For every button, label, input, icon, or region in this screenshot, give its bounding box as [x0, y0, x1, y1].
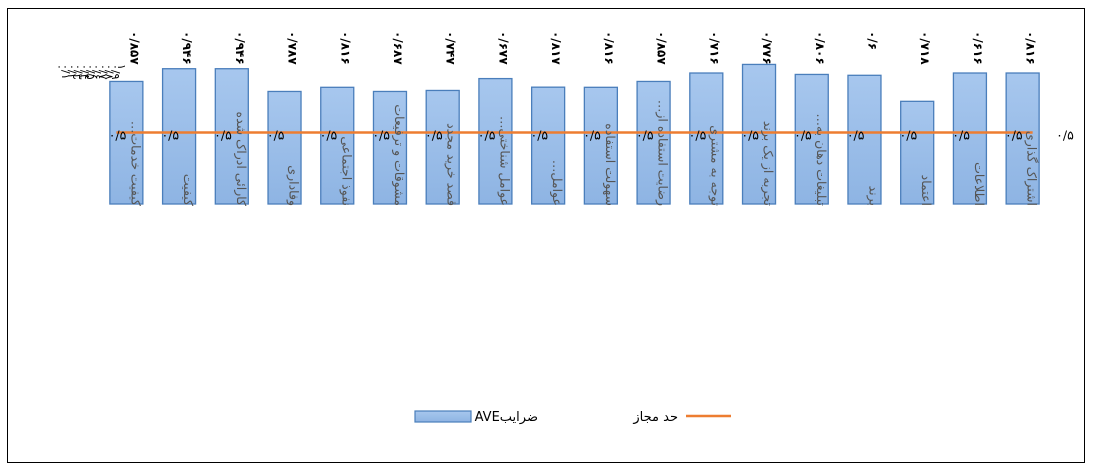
bar [478, 77, 513, 205]
y-tick-label: ۰ [53, 64, 66, 70]
y-tick-label: ۰/۵ [84, 64, 97, 80]
y-tick-label: ۰/۷ [96, 64, 109, 80]
category-label: توجه به مشتری [707, 125, 723, 206]
legend-bar-swatch [414, 410, 472, 423]
category-label: تبلیغات دهان به… [814, 113, 829, 206]
reference-line-label: ۰/۵ [741, 128, 759, 143]
bar-data-label: ۰/۸۵۷ [655, 31, 669, 65]
reference-line-end-label: ۰/۵ [1056, 128, 1074, 143]
chart-frame: ۰ ۰/۱ ۰/۲ ۰/۳ ۰/۴ ۰/۵ ۰/۶ ۰/۷ ۰/۸ ۰/۹ ۱ ۰/۸۵۷ ۰/۹۴۶… [7, 8, 1085, 463]
reference-line-label: ۰/۵ [583, 128, 601, 143]
bar-data-label: ۰/۷۸۷ [286, 31, 300, 65]
y-tick-label: ۱ [115, 64, 128, 70]
category-label: کیفیت خدمات… [128, 121, 143, 207]
bar-data-label: ۰/۹۴۶ [233, 31, 247, 65]
reference-line-label: ۰/۵ [478, 128, 496, 143]
bar [425, 89, 460, 205]
bar-data-label: ۰/۸۰۶ [813, 31, 827, 65]
bar-data-label: ۰/۷۱۸ [918, 31, 932, 65]
category-label: مشوقات و ترفیعات [391, 104, 407, 206]
category-axis: کیفیت خدمات… کیفیت کارائی ادراک شده وفاداری… [128, 100, 1039, 207]
reference-line-label: ۰/۵ [530, 128, 548, 143]
bar [689, 72, 724, 205]
bar [214, 68, 249, 205]
bar [1005, 72, 1040, 205]
bar-data-label: ۰/۷۴۷ [444, 31, 458, 65]
reference-line-series: ۰/۵ ۰/۵ ۰/۵ ۰/۵ ۰/۵ ۰/۵ ۰/۵ ۰/۵ ۰/۵ ۰/۵ ۰/۵ ۰/۵ ۰/۵ ۰… [109, 128, 1074, 143]
y-tick-label: ۰/۶ [90, 64, 103, 80]
y-tick-label: ۰/۳ [72, 64, 85, 80]
category-label: اعتماد [919, 175, 934, 206]
bar-data-label: ۰/۸۱۶ [338, 31, 352, 65]
bar [583, 86, 619, 205]
legend: حد مجاز AVEضرایب [414, 410, 731, 425]
category-label: عوامل شناختی… [496, 116, 512, 206]
reference-line-label: ۰/۵ [372, 128, 390, 143]
bar [794, 73, 829, 205]
bar-data-label: ۰/۶۷۷ [496, 31, 510, 65]
bar-data-label: ۰/۷۱۶ [707, 31, 721, 65]
bar-series: ۰/۸۵۷ ۰/۹۴۶ ۰/۹۴۶ ۰/۷۸۷ ۰/۸۱۶ ۰/۶۸۷ ۰/۷۴۷ ۰/۶۷۷… [109, 31, 1040, 205]
bar-data-label: ۰/۸۱۶ [602, 31, 616, 65]
category-label: قصد خرید مجدد [444, 123, 460, 206]
reference-line-label: ۰/۵ [794, 128, 812, 143]
category-label: عوامل… [549, 160, 565, 206]
y-tick-label: ۰/۸ [103, 64, 116, 80]
reference-line-label: ۰/۵ [847, 128, 865, 143]
reference-line-label: ۰/۵ [109, 128, 127, 143]
category-label: اطلاعات [972, 162, 987, 206]
bar [530, 86, 566, 205]
legend-line-label: حد مجاز [632, 410, 678, 425]
bar [741, 63, 777, 205]
reference-line-label: ۰/۵ [900, 128, 918, 143]
bar [952, 72, 988, 205]
reference-line-label: ۰/۵ [214, 128, 232, 143]
category-label: کیفیت [181, 174, 196, 207]
reference-line-label: ۰/۵ [636, 128, 654, 143]
category-label: تجربه از یک برند [760, 121, 776, 207]
reference-line-label: ۰/۵ [161, 128, 179, 143]
category-label: سهولت استفاده [602, 123, 618, 206]
y-axis: ۰۰/۱۰/۲۰/۳۰/۴۰/۵۰/۶۰/۷۰/۸۰/۹۱ [53, 64, 128, 80]
category-label: کارائی ادراک شده [233, 112, 249, 207]
bar [372, 90, 408, 205]
bar-data-label: ۰/۹۴۶ [180, 31, 194, 65]
category-label: اشتراک گذاری [1024, 131, 1040, 206]
bar-data-label: ۰/۶۱۶ [971, 31, 985, 65]
reference-line-label: ۰/۵ [1005, 128, 1023, 143]
reference-line-label: ۰/۵ [689, 128, 707, 143]
category-label: برند [865, 186, 881, 206]
bar-data-label: ۰/۷۷۶ [760, 31, 774, 65]
y-tick-label: ۰/۴ [78, 64, 91, 80]
bar [320, 86, 355, 205]
bar [900, 100, 935, 205]
reference-line-label: ۰/۵ [267, 128, 285, 143]
bar-data-label: ۰/۸۱۷ [549, 31, 563, 65]
y-tick-label: ۰/۹ [109, 64, 122, 80]
bar [161, 68, 197, 205]
category-label: وفاداری [286, 165, 302, 206]
bar-data-label: ۰/۶۸۷ [391, 31, 405, 65]
category-label: نفوذ اجتماعی [338, 136, 354, 206]
y-tick-label: ۰/۲ [65, 64, 78, 80]
bar [109, 80, 144, 205]
bar [636, 80, 671, 205]
bar-data-label: ۰/۶ [865, 31, 879, 50]
reference-line-label: ۰/۵ [425, 128, 443, 143]
category-label: رضایت استفاده از… [655, 100, 671, 206]
chart-svg: ۰۰/۱۰/۲۰/۳۰/۴۰/۵۰/۶۰/۷۰/۸۰/۹۱ ۰/۸۵۷ ۰/۹۴۶… [53, 31, 1074, 425]
reference-line-label: ۰/۵ [320, 128, 338, 143]
bar [267, 90, 302, 205]
bar-data-label: ۰/۸۵۷ [127, 31, 141, 65]
reference-line-label: ۰/۵ [952, 128, 970, 143]
legend-bar-label: AVEضرایب [475, 410, 538, 425]
y-tick-label: ۰/۱ [59, 64, 72, 80]
bar-data-label: ۰/۸۱۶ [1024, 31, 1038, 65]
bar [847, 74, 882, 205]
